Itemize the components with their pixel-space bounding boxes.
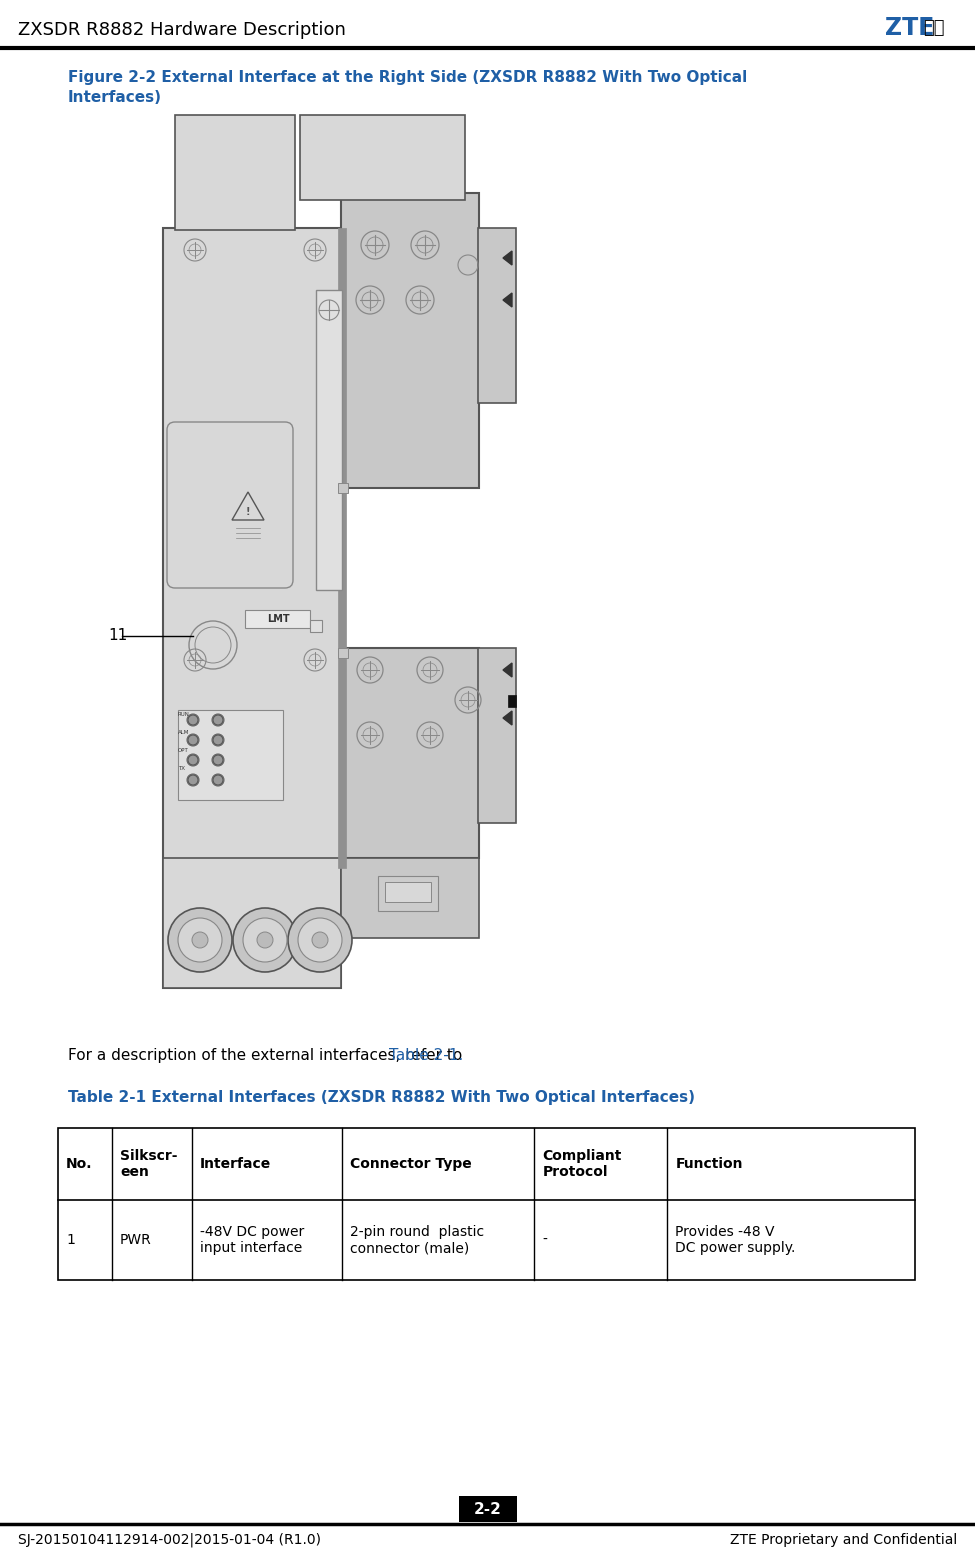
- Bar: [341, 193, 479, 488]
- Bar: [175, 115, 295, 230]
- Text: 1: 1: [66, 1233, 75, 1247]
- FancyBboxPatch shape: [167, 422, 293, 589]
- Circle shape: [212, 714, 224, 725]
- Bar: [163, 228, 341, 988]
- Bar: [478, 228, 516, 402]
- Bar: [341, 648, 479, 857]
- Text: Interface: Interface: [200, 1157, 271, 1171]
- Circle shape: [212, 735, 224, 745]
- Text: PWR: PWR: [120, 1233, 152, 1247]
- Bar: [316, 290, 342, 590]
- Bar: [338, 648, 348, 658]
- Text: 2-2: 2-2: [474, 1502, 501, 1516]
- Text: -: -: [542, 1233, 547, 1247]
- Circle shape: [187, 735, 199, 745]
- Circle shape: [212, 773, 224, 786]
- Circle shape: [168, 909, 232, 972]
- Text: Table 2-1.: Table 2-1.: [389, 1048, 463, 1062]
- Bar: [310, 620, 322, 632]
- Text: OPT: OPT: [178, 749, 189, 753]
- Text: -48V DC power
input interface: -48V DC power input interface: [200, 1225, 304, 1255]
- Circle shape: [188, 755, 198, 766]
- Circle shape: [213, 755, 223, 766]
- Circle shape: [243, 918, 287, 961]
- Circle shape: [213, 775, 223, 784]
- Bar: [338, 228, 346, 868]
- Circle shape: [189, 621, 237, 669]
- Bar: [245, 610, 310, 627]
- Circle shape: [212, 755, 224, 766]
- Text: RUN: RUN: [178, 711, 190, 717]
- Text: Provides -48 V
DC power supply.: Provides -48 V DC power supply.: [676, 1225, 796, 1255]
- Circle shape: [213, 735, 223, 745]
- Text: Interfaces): Interfaces): [68, 90, 162, 106]
- Text: ZXSDR R8882 Hardware Description: ZXSDR R8882 Hardware Description: [18, 22, 346, 39]
- Circle shape: [312, 932, 328, 947]
- Text: No.: No.: [66, 1157, 93, 1171]
- Text: Connector Type: Connector Type: [350, 1157, 472, 1171]
- Circle shape: [257, 932, 273, 947]
- Text: Figure 2-2 External Interface at the Right Side (ZXSDR R8882 With Two Optical: Figure 2-2 External Interface at the Rig…: [68, 70, 747, 85]
- Circle shape: [188, 735, 198, 745]
- Bar: [385, 882, 431, 902]
- Circle shape: [233, 909, 297, 972]
- Text: Function: Function: [676, 1157, 743, 1171]
- Bar: [58, 1127, 915, 1280]
- Bar: [300, 115, 465, 200]
- Circle shape: [213, 714, 223, 725]
- Bar: [378, 876, 438, 912]
- Circle shape: [192, 932, 208, 947]
- Circle shape: [188, 714, 198, 725]
- Circle shape: [178, 918, 222, 961]
- Circle shape: [187, 755, 199, 766]
- Circle shape: [188, 775, 198, 784]
- Text: 2-pin round  plastic
connector (male): 2-pin round plastic connector (male): [350, 1225, 484, 1255]
- Bar: [478, 648, 516, 823]
- Text: Table 2-1 External Interfaces (ZXSDR R8882 With Two Optical Interfaces): Table 2-1 External Interfaces (ZXSDR R88…: [68, 1090, 695, 1106]
- Text: 中兴: 中兴: [923, 19, 945, 37]
- Text: LMT: LMT: [267, 613, 290, 624]
- Text: TX: TX: [178, 766, 185, 770]
- Bar: [458, 1496, 517, 1522]
- Text: 11: 11: [108, 629, 128, 643]
- Text: ZTE Proprietary and Confidential: ZTE Proprietary and Confidential: [729, 1533, 957, 1547]
- Text: ALM: ALM: [178, 730, 189, 735]
- Circle shape: [288, 909, 352, 972]
- Polygon shape: [503, 711, 512, 725]
- Polygon shape: [503, 663, 512, 677]
- Circle shape: [187, 714, 199, 725]
- Circle shape: [298, 918, 342, 961]
- Text: ZTE: ZTE: [885, 16, 934, 40]
- Bar: [341, 857, 479, 938]
- Text: SJ-20150104112914-002|2015-01-04 (R1.0): SJ-20150104112914-002|2015-01-04 (R1.0): [18, 1533, 321, 1547]
- Text: !: !: [246, 506, 251, 517]
- Text: Compliant
Protocol: Compliant Protocol: [542, 1149, 622, 1179]
- Polygon shape: [503, 294, 512, 307]
- Bar: [178, 710, 283, 800]
- Text: Silkscr-
een: Silkscr- een: [120, 1149, 177, 1179]
- Circle shape: [187, 773, 199, 786]
- Bar: [338, 483, 348, 492]
- Polygon shape: [503, 252, 512, 266]
- Bar: [508, 696, 516, 707]
- Text: For a description of the external interfaces, refer to: For a description of the external interf…: [68, 1048, 467, 1062]
- Bar: [163, 857, 341, 988]
